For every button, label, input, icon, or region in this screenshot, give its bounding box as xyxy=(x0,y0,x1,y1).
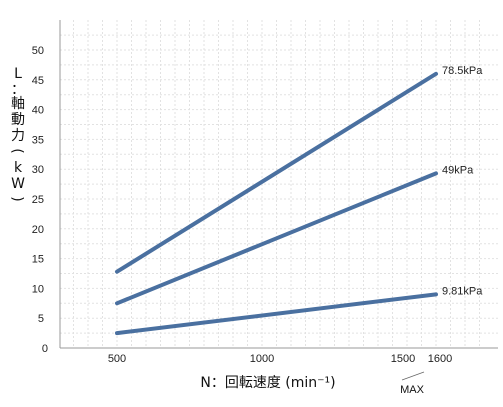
y-label-char: ： xyxy=(11,82,25,98)
y-tick-label: 0 xyxy=(42,343,48,355)
series-line xyxy=(115,71,438,274)
x-tick-labels: 500 1000 1500 1600 xyxy=(108,353,452,365)
y-tick-label: 30 xyxy=(32,164,44,176)
y-tick-label: 5 xyxy=(38,313,44,325)
max-annotation: MAX xyxy=(400,371,425,396)
y-label-char: 軸 xyxy=(11,96,25,112)
x-tick-label: 1000 xyxy=(250,353,274,365)
y-tick-label: 10 xyxy=(32,283,44,295)
series-labels: 78.5kPa 49kPa 9.81kPa xyxy=(442,65,483,298)
series-line xyxy=(115,292,438,336)
y-label-char: ) xyxy=(9,196,25,201)
y-label-char: ( xyxy=(9,148,25,153)
y-label-char: 力 xyxy=(11,128,25,144)
series-label: 78.5kPa xyxy=(442,65,483,77)
y-tick-label: 20 xyxy=(32,224,44,236)
series-label: 9.81kPa xyxy=(442,285,483,297)
max-leader-line xyxy=(401,371,425,381)
axes xyxy=(59,20,498,349)
y-label-char: L xyxy=(14,66,22,82)
x-tick-label: 1600 xyxy=(428,353,452,365)
y-label-char: k xyxy=(14,160,23,176)
y-label-char: 動 xyxy=(11,112,25,128)
y-axis-label: L：軸動力 ( kW) xyxy=(9,66,25,202)
y-tick-label: 25 xyxy=(32,194,44,206)
y-label-char: W xyxy=(11,176,25,192)
x-tick-label: 1500 xyxy=(391,353,415,365)
series-line xyxy=(115,171,438,306)
x-tick-label: 500 xyxy=(108,353,126,365)
y-tick-label: 45 xyxy=(32,75,44,87)
y-tick-labels: 0 5 10 15 20 25 30 35 40 45 50 xyxy=(32,45,48,355)
x-axis-label: N：回転速度 (min⁻¹) xyxy=(200,375,335,391)
series-label: 49kPa xyxy=(442,164,474,176)
max-label: MAX xyxy=(400,384,425,396)
y-tick-label: 15 xyxy=(32,254,44,266)
y-tick-label: 50 xyxy=(32,45,44,57)
series-lines xyxy=(115,71,438,336)
y-tick-label: 40 xyxy=(32,105,44,117)
y-tick-label: 35 xyxy=(32,134,44,146)
